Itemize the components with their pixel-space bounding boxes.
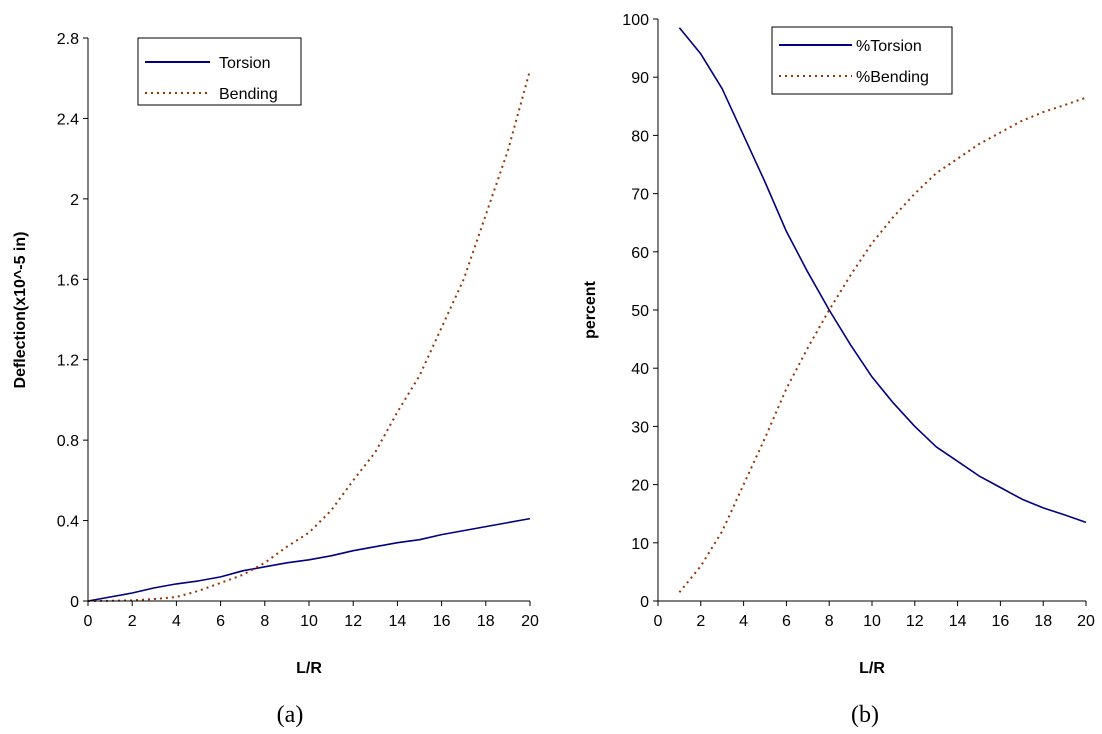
legend-label-pct-torsion: %Torsion — [856, 38, 922, 55]
y-tick-label: 90 — [631, 70, 649, 87]
x-tick-label: 6 — [782, 613, 791, 630]
x-tick-label: 14 — [949, 613, 967, 630]
legend-label-pct-bending: %Bending — [856, 69, 929, 86]
legend-a: Torsion Bending — [137, 37, 302, 106]
series-line-bending — [87, 69, 531, 602]
y-tick-label: 40 — [631, 361, 649, 378]
x-tick-label: 20 — [1077, 613, 1095, 630]
y-tick-label: 60 — [631, 245, 649, 262]
x-tick-label: 8 — [825, 613, 834, 630]
y-tick-label: 0 — [70, 594, 79, 611]
y-tick-label: 2.8 — [57, 31, 79, 48]
y-tick-label: 1.6 — [57, 272, 79, 289]
y-tick-label: 1.2 — [57, 353, 79, 370]
x-tick-label: 12 — [906, 613, 924, 630]
x-tick-label: 4 — [172, 613, 181, 630]
x-tick-label: 16 — [992, 613, 1010, 630]
x-tick-label: 20 — [521, 613, 539, 630]
x-tick-label: 12 — [344, 613, 362, 630]
y-tick-label: 30 — [631, 419, 649, 436]
x-tick-label: 16 — [433, 613, 451, 630]
x-tick-label: 2 — [128, 613, 137, 630]
series-line-torsion — [87, 517, 531, 602]
chart-panel-a: 0 0.4 0.8 1.2 1.6 2 2.4 2.8 0 2 4 6 8 10 12 14 16 18 20 L/… — [12, 31, 539, 728]
x-tick-label: 0 — [84, 613, 93, 630]
y-tick-label: 0 — [640, 594, 649, 611]
y-tick-label: 80 — [631, 128, 649, 145]
y-tick-label: 2 — [70, 192, 79, 209]
legend-box-a — [137, 37, 302, 106]
caption-b: (b) — [851, 702, 879, 728]
x-tick-label: 14 — [389, 613, 407, 630]
x-tick-label: 8 — [260, 613, 269, 630]
y-tick-label: 0.8 — [57, 433, 79, 450]
x-tick-label: 0 — [654, 613, 663, 630]
y-tick-label: 0.4 — [57, 514, 79, 531]
legend-b: %Torsion %Bending — [771, 26, 953, 95]
caption-a: (a) — [277, 702, 304, 728]
ticks-b: 0 10 20 30 40 50 60 70 80 90 100 0 2 4 6 8 10 12 14 16 18 20 — [622, 12, 1095, 630]
y-axis-title-b: percent — [582, 280, 599, 338]
series-line-torsion — [678, 27, 1087, 524]
legend-label-torsion: Torsion — [219, 55, 271, 72]
y-tick-label: 2.4 — [57, 111, 79, 128]
x-axis-title-a: L/R — [296, 660, 322, 677]
y-tick-label: 70 — [631, 187, 649, 204]
axes-a — [87, 38, 530, 602]
y-tick-label: 50 — [631, 303, 649, 320]
ticks-a: 0 0.4 0.8 1.2 1.6 2 2.4 2.8 0 2 4 6 8 10 12 14 16 18 20 — [57, 31, 539, 630]
x-tick-label: 18 — [477, 613, 495, 630]
axes-b — [657, 19, 1086, 602]
plot-lines-b — [678, 27, 1087, 593]
y-tick-label: 20 — [631, 478, 649, 495]
series-line-bending — [678, 96, 1087, 593]
y-tick-label: 10 — [631, 536, 649, 553]
x-tick-label: 4 — [739, 613, 748, 630]
legend-box-b — [771, 26, 953, 95]
x-tick-label: 18 — [1034, 613, 1052, 630]
x-tick-label: 2 — [696, 613, 705, 630]
y-axis-title-a: Deflection(x10^-5 in) — [12, 232, 29, 389]
x-tick-label: 10 — [300, 613, 318, 630]
x-tick-label: 10 — [863, 613, 881, 630]
y-tick-label: 100 — [622, 12, 649, 29]
legend-label-bending: Bending — [219, 86, 278, 103]
x-axis-title-b: L/R — [859, 660, 885, 677]
plot-lines-a — [87, 69, 531, 602]
x-tick-label: 6 — [216, 613, 225, 630]
